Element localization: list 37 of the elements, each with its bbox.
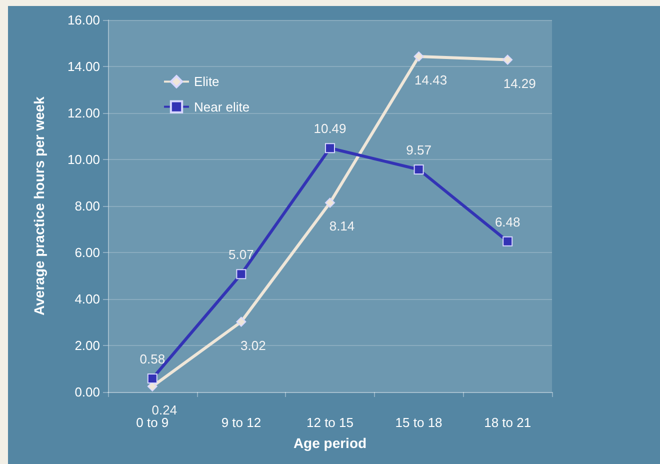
y-tick-label: 14.00 — [67, 59, 100, 74]
point — [325, 198, 335, 208]
data-label: 0.24 — [152, 402, 178, 418]
y-tick-label: 16.00 — [67, 12, 100, 28]
y-tick-label: 0.00 — [74, 384, 100, 400]
data-label: 14.43 — [414, 72, 448, 88]
data-label: 14.29 — [503, 76, 536, 91]
point — [502, 54, 513, 65]
x-tick-label: 18 to 21 — [484, 415, 532, 430]
point — [236, 269, 246, 280]
x-tick-label: 12 to 15 — [306, 415, 354, 430]
point — [147, 374, 158, 384]
data-label: 8.14 — [329, 218, 355, 234]
point — [325, 143, 335, 154]
y-tick-label: 2.00 — [74, 338, 100, 353]
point — [236, 316, 246, 327]
y-tick-label: 12.00 — [67, 106, 100, 120]
point — [414, 52, 424, 62]
y-tick-label: 4.00 — [74, 292, 100, 306]
data-label: 10.49 — [314, 121, 346, 136]
y-tick-label: 10.00 — [67, 152, 100, 167]
y-tick-label: 6.00 — [74, 245, 100, 260]
legend-label: Near elite — [194, 99, 250, 114]
x-tick-label: 0 to 9 — [136, 415, 169, 430]
x-tick-label: 15 to 18 — [395, 415, 442, 430]
data-label: 9.57 — [406, 142, 432, 158]
data-label: 0.58 — [140, 352, 166, 367]
point — [414, 164, 424, 174]
data-label: 5.07 — [228, 247, 254, 262]
data-label: 3.02 — [240, 338, 266, 353]
x-axis-title: Age period — [293, 435, 367, 451]
data-label: 6.48 — [494, 214, 520, 230]
y-tick-label: 8.00 — [74, 198, 100, 214]
point — [502, 236, 513, 246]
y-axis-title: Average practice hours per week — [31, 96, 47, 316]
legend-label: Elite — [194, 74, 220, 90]
x-tick-label: 9 to 12 — [221, 415, 262, 430]
